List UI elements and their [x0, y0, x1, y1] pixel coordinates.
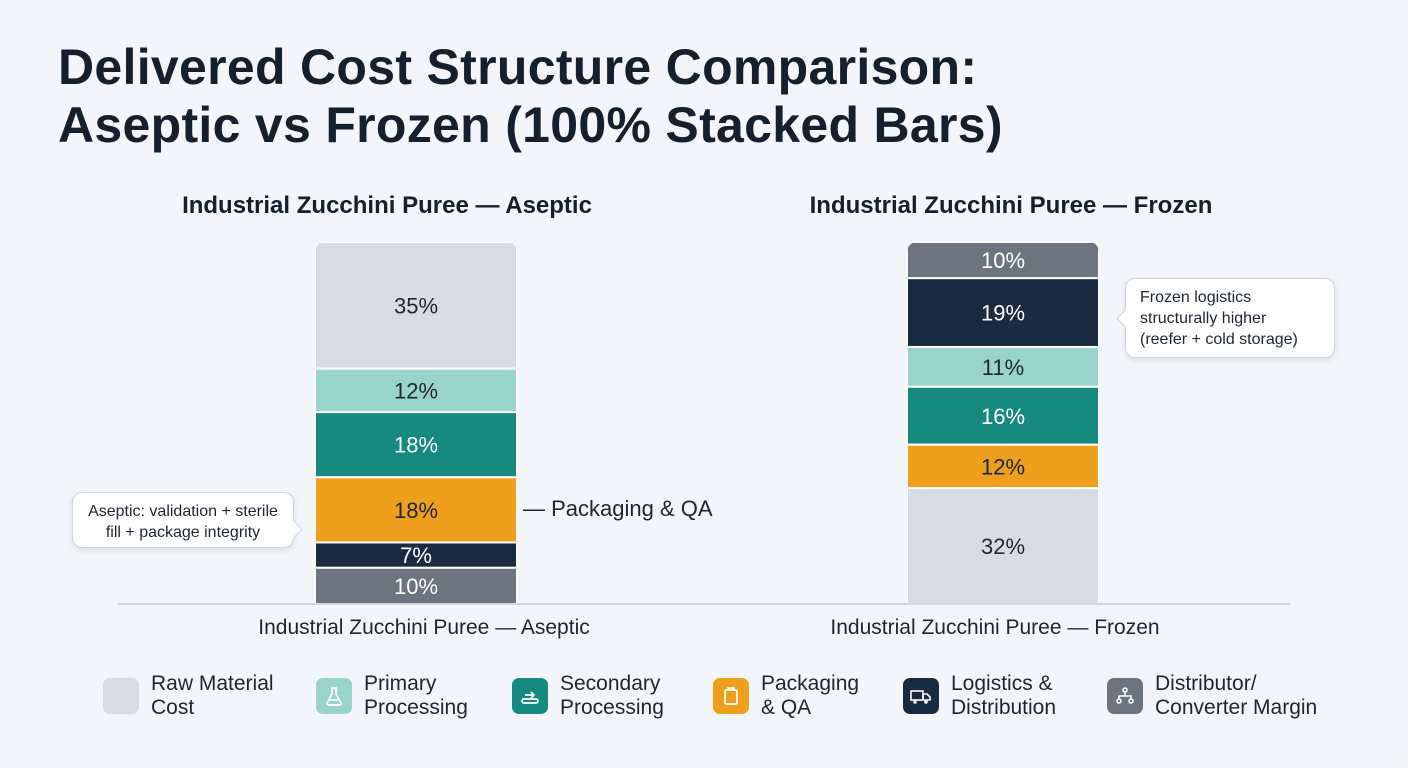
bar-stack	[907, 242, 1099, 605]
title-line-2: Aseptic vs Frozen (100% Stacked Bars)	[58, 97, 1003, 153]
bar-segment	[315, 411, 517, 479]
aseptic-callout-text: Aseptic: validation + sterile fill + pac…	[88, 503, 278, 541]
bar-value-label: 32%	[981, 534, 1025, 559]
bar-value-label: 11%	[982, 355, 1024, 380]
legend-label: Raw Material Cost	[151, 672, 274, 719]
bar-value-label: 10%	[394, 574, 438, 599]
aseptic-x-label: Industrial Zucchini Puree — Aseptic	[258, 616, 590, 639]
bar-value-label: 10%	[981, 248, 1025, 273]
bar-value-label: 19%	[981, 301, 1025, 326]
aseptic-subtitle: Industrial Zucchini Puree — Aseptic	[182, 192, 592, 219]
bar-segment	[907, 443, 1099, 490]
network-icon	[1107, 678, 1143, 714]
legend-label: Logistics & Distribution	[951, 672, 1057, 719]
bar-value-label: 35%	[394, 293, 438, 318]
bar-segment	[315, 476, 517, 544]
truck-icon	[903, 678, 939, 714]
bar-value-label: 7%	[400, 543, 432, 568]
bar-segment	[907, 385, 1099, 446]
legend-margin: Distributor/ Converter Margin	[1107, 672, 1317, 720]
legend-logistics: Logistics & Distribution	[903, 672, 1056, 720]
legend-packaging-qa: Packaging & QA	[713, 672, 859, 720]
bar-segment	[907, 242, 1099, 280]
bar-value-label: 12%	[981, 454, 1025, 479]
frozen-subtitle: Industrial Zucchini Puree — Frozen	[809, 192, 1213, 219]
legend-raw-material: Raw Material Cost	[103, 672, 274, 720]
package-icon	[713, 678, 749, 714]
frozen-callout-text: Frozen logistics structurally higher (re…	[1140, 289, 1298, 348]
legend-primary-processing: Primary Processing	[316, 672, 468, 720]
title-line-1: Delivered Cost Structure Comparison:	[58, 39, 978, 95]
bar-segment	[907, 345, 1099, 388]
flask-icon	[316, 678, 352, 714]
aseptic-callout: Aseptic: validation + sterile fill + pac…	[72, 492, 303, 548]
chart-title: Delivered Cost Structure Comparison: Ase…	[58, 38, 1158, 154]
legend-secondary-processing: Secondary Processing	[512, 672, 664, 720]
bar-value-label: 18%	[394, 433, 438, 458]
bar-segment	[907, 277, 1099, 348]
conveyor-icon	[512, 678, 548, 714]
bar-segment	[315, 541, 517, 569]
bar-value-label: 12%	[394, 378, 438, 403]
legend-label: Primary Processing	[364, 672, 468, 719]
legend-label: Packaging & QA	[761, 672, 860, 719]
bar-value-label: 18%	[394, 498, 438, 523]
legend-label: Distributor/ Converter Margin	[1155, 672, 1318, 719]
legend-label: Secondary Processing	[560, 672, 664, 719]
bar-stack	[315, 242, 517, 605]
bar-value-label: 16%	[981, 404, 1025, 429]
frozen-x-label: Industrial Zucchini Puree — Frozen	[830, 616, 1160, 639]
raw-material-swatch	[103, 678, 139, 714]
frozen-callout: Frozen logistics structurally higher (re…	[1116, 278, 1335, 358]
packaging-segment-label: — Packaging & QA	[523, 496, 713, 521]
